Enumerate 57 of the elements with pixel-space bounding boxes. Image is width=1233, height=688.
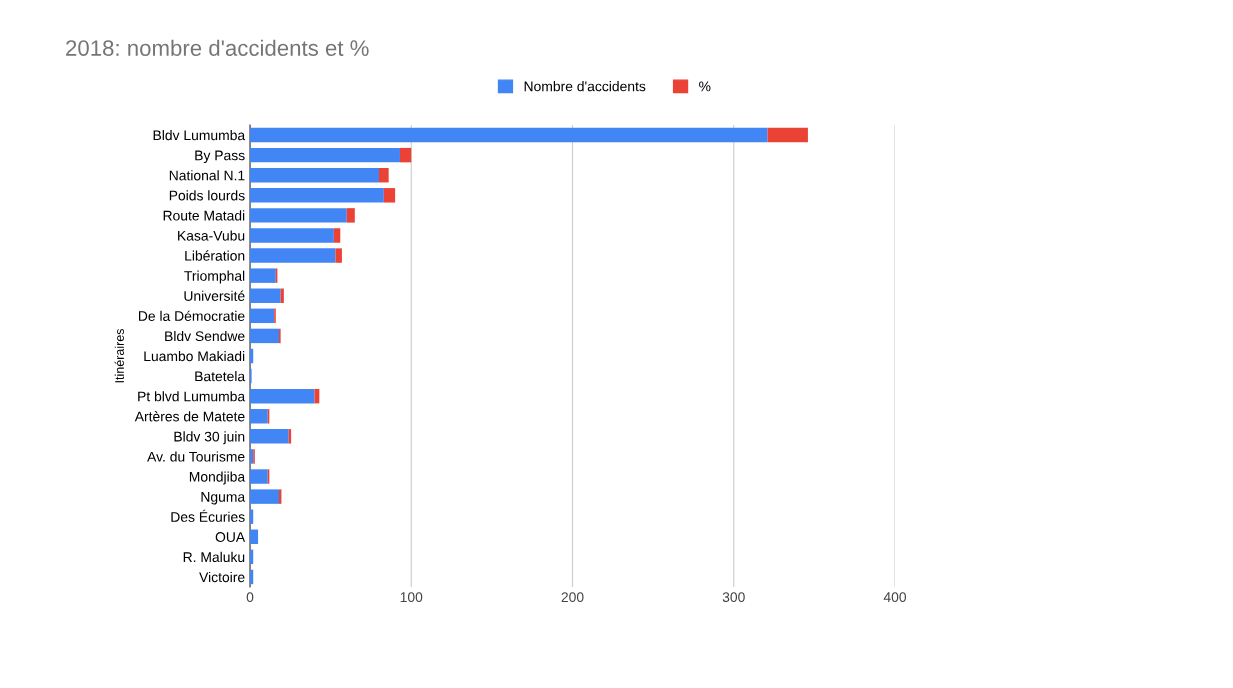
y-tick-label: OUA [215, 532, 246, 542]
bar [250, 409, 268, 424]
y-tick-label: Nguma [201, 492, 246, 505]
x-tick-label: 400 [883, 592, 907, 603]
bar [250, 188, 384, 203]
y-tick-label: R. Maluku [183, 551, 245, 563]
bar [250, 228, 334, 243]
y-tick-label: Mondjiba [189, 471, 246, 485]
bar [250, 489, 280, 504]
y-tick-label: Route Matadi [163, 210, 245, 221]
x-tick-label: 200 [561, 592, 584, 603]
bar [250, 288, 281, 303]
bar [379, 167, 389, 183]
bar [250, 469, 268, 484]
y-axis-title: Itinéraires [114, 329, 124, 383]
y-tick-label: Poids lourds [169, 190, 245, 201]
bar [250, 429, 289, 444]
y-tick-label: Luambo Makiadi [144, 350, 245, 362]
bar [250, 268, 276, 283]
y-tick-label: Université [184, 290, 245, 301]
bar [333, 228, 341, 243]
bar [250, 167, 379, 183]
y-tick-label: Av. du Tourisme [147, 451, 245, 462]
y-tick-label: Des Écuries [171, 509, 245, 522]
bar [346, 208, 355, 223]
bar [335, 248, 342, 263]
y-tick-label: Batetela [195, 371, 246, 382]
y-tick-label: By Pass [195, 150, 245, 164]
y-tick-label: Kasa-Vubu [178, 230, 245, 241]
y-tick-label: Bldv Sendwe [165, 330, 245, 342]
x-tick-label: 0 [246, 592, 254, 603]
y-tick-label: Bldv 30 juin [174, 431, 245, 445]
y-tick-label: Triomphal [184, 270, 245, 284]
bar [383, 188, 396, 203]
y-tick-label: Bldv Lumumba [153, 130, 246, 141]
chart-title: 2018: nombre d'accidents et % [66, 39, 369, 56]
legend-label: % [699, 81, 711, 92]
y-tick-label: De la Démocratie [138, 310, 245, 321]
bar [250, 509, 254, 524]
bar [250, 248, 336, 263]
x-tick-label: 100 [400, 592, 423, 603]
y-tick-label: National N.1 [169, 170, 245, 181]
y-tick-label: Victoire [199, 571, 245, 583]
y-tick-label: Artères de Matete [134, 411, 245, 422]
legend-label: Nombre d'accidents [524, 81, 646, 92]
bar [767, 127, 808, 143]
bar [250, 147, 400, 163]
bar [250, 127, 768, 143]
y-tick-label: Pt blvd Lumumba [138, 391, 246, 402]
bar [250, 208, 347, 223]
bar [250, 529, 259, 545]
bar [399, 147, 412, 163]
bar [250, 328, 280, 344]
x-tick-label: 300 [722, 592, 745, 603]
y-tick-label: Libération [185, 250, 245, 261]
bar [250, 388, 315, 404]
bar [250, 308, 275, 324]
